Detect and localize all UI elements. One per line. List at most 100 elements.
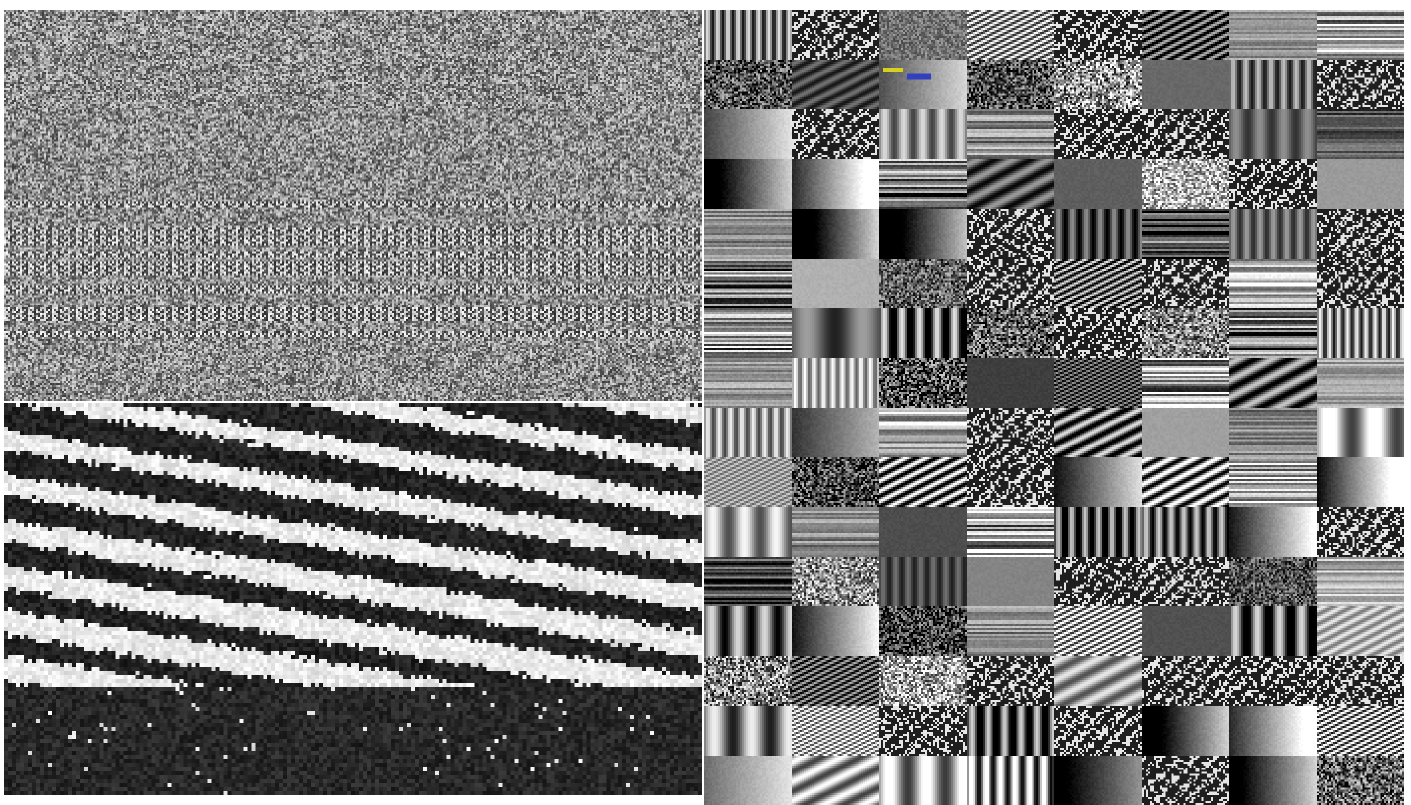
texture-tile: [704, 10, 792, 60]
texture-tile: [879, 59, 967, 110]
texture-tile: [966, 755, 1054, 805]
texture-tile: [1054, 755, 1142, 805]
texture-tile: [1229, 656, 1317, 706]
texture-tile: [791, 10, 879, 60]
texture-tile: [1229, 59, 1317, 110]
texture-tile: [1316, 457, 1404, 508]
texture-tile: [1141, 407, 1229, 458]
diagonal-stripe-panel: [4, 403, 702, 795]
texture-tile: [1229, 755, 1317, 805]
texture-tile: [879, 10, 967, 60]
texture-tile: [1316, 308, 1404, 358]
texture-tile: [1141, 556, 1229, 607]
texture-tile: [1054, 308, 1142, 358]
texture-tile: [1316, 258, 1404, 309]
texture-tile: [879, 755, 967, 805]
texture-tile: [1316, 59, 1404, 110]
texture-tile: [1054, 457, 1142, 508]
texture-tile: [966, 10, 1054, 60]
texture-tile: [704, 59, 792, 110]
texture-tile: [791, 308, 879, 358]
texture-tile: [879, 357, 967, 408]
texture-tile: [1316, 705, 1404, 756]
texture-tile: [704, 457, 792, 508]
texture-tile: [704, 208, 792, 259]
texture-tile: [1054, 208, 1142, 259]
texture-tile: [1229, 606, 1317, 657]
texture-tile: [704, 606, 792, 657]
texture-tile: [1316, 656, 1404, 706]
texture-tile: [1316, 357, 1404, 408]
texture-tile: [704, 159, 792, 209]
texture-tile: [879, 457, 967, 508]
texture-tile: [1229, 159, 1317, 209]
texture-tile: [704, 507, 792, 557]
texture-tile: [791, 457, 879, 508]
texture-tile: [791, 705, 879, 756]
texture-tile: [1316, 159, 1404, 209]
texture-tile: [1141, 59, 1229, 110]
texture-tile: [1141, 457, 1229, 508]
texture-tile: [879, 606, 967, 657]
texture-tile: [879, 208, 967, 259]
texture-tile: [879, 705, 967, 756]
texture-tile: [879, 507, 967, 557]
texture-tile: [879, 407, 967, 458]
texture-tile: [791, 606, 879, 657]
texture-tile: [966, 59, 1054, 110]
texture-tile: [1054, 556, 1142, 607]
texture-tile: [966, 109, 1054, 160]
texture-tile: [879, 556, 967, 607]
texture-tile: [966, 208, 1054, 259]
texture-tile: [1316, 755, 1404, 805]
texture-tile: [1141, 258, 1229, 309]
texture-tile: [1141, 109, 1229, 160]
texture-tile: [1229, 357, 1317, 408]
texture-tile: [1054, 407, 1142, 458]
texture-tile: [1229, 507, 1317, 557]
texture-tile: [1054, 59, 1142, 110]
texture-tile: [879, 656, 967, 706]
texture-tile: [1141, 208, 1229, 259]
texture-tile: [791, 159, 879, 209]
texture-tile: [966, 258, 1054, 309]
texture-tile: [791, 59, 879, 110]
fine-noise-panel: [4, 10, 702, 401]
texture-tile: [1141, 656, 1229, 706]
texture-tile: [704, 407, 792, 458]
texture-tile: [879, 109, 967, 160]
texture-tile: [791, 407, 879, 458]
texture-tile: [966, 556, 1054, 607]
texture-tile: [1054, 507, 1142, 557]
texture-tile: [704, 258, 792, 309]
texture-tile: [1141, 159, 1229, 209]
texture-tile: [1229, 407, 1317, 458]
texture-tile-grid: [704, 10, 1404, 805]
texture-tile: [966, 656, 1054, 706]
texture-tile: [1229, 556, 1317, 607]
texture-tile: [1316, 10, 1404, 60]
texture-tile: [879, 308, 967, 358]
texture-tile: [1316, 556, 1404, 607]
texture-tile: [1054, 705, 1142, 756]
texture-tile: [704, 308, 792, 358]
texture-tile: [1316, 109, 1404, 160]
texture-tile: [1141, 755, 1229, 805]
texture-tile: [1141, 507, 1229, 557]
texture-tile: [966, 308, 1054, 358]
texture-tile: [1229, 457, 1317, 508]
texture-tile: [966, 159, 1054, 209]
texture-tile: [791, 109, 879, 160]
texture-tile: [1141, 308, 1229, 358]
texture-tile: [966, 507, 1054, 557]
texture-tile: [1229, 208, 1317, 259]
texture-tile: [791, 357, 879, 408]
texture-tile: [704, 556, 792, 607]
texture-tile: [966, 357, 1054, 408]
texture-tile: [966, 407, 1054, 458]
texture-tile: [1229, 10, 1317, 60]
texture-tile: [1054, 606, 1142, 657]
texture-tile: [791, 507, 879, 557]
texture-tile: [704, 109, 792, 160]
texture-tile: [1054, 159, 1142, 209]
